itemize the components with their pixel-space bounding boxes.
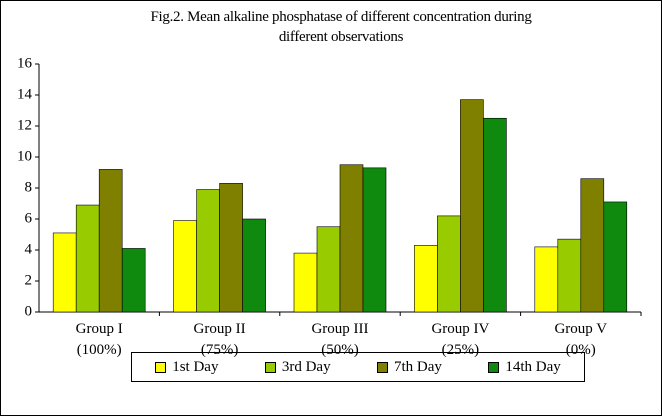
bar <box>52 232 77 313</box>
bar <box>362 167 387 313</box>
bar <box>483 117 507 313</box>
legend-swatch <box>264 361 276 373</box>
y-tick-label: 6 <box>25 210 33 226</box>
y-tick-label: 0 <box>25 303 33 319</box>
bar <box>534 246 559 313</box>
y-tick-label: 2 <box>25 272 33 288</box>
bar <box>121 248 146 313</box>
x-tick-label: Group IV (25%) <box>431 321 490 358</box>
legend: 1st Day 3rd Day 7th Day 14th Day <box>131 352 585 382</box>
y-tick-label: 8 <box>25 179 33 195</box>
bar <box>293 252 318 313</box>
bar <box>580 178 605 313</box>
bar <box>98 169 123 313</box>
chart-title: Fig.2. Mean alkaline phosphatase of diff… <box>150 9 532 45</box>
legend-label: 7th Day <box>394 358 442 375</box>
legend-label: 3rd Day <box>281 358 331 375</box>
y-tick-label: 4 <box>25 241 33 257</box>
bar <box>173 220 197 313</box>
bar <box>75 204 100 313</box>
y-tick-label: 10 <box>17 148 32 164</box>
bar <box>603 201 628 313</box>
y-tick-label: 14 <box>17 86 33 102</box>
bar <box>196 189 220 313</box>
y-tick-label: 16 <box>17 55 33 71</box>
bar <box>316 226 341 313</box>
legend-item: 1st Day <box>155 359 218 376</box>
x-tick-label: Group III (50%) <box>311 321 369 358</box>
legend-swatch <box>488 361 500 373</box>
bar <box>339 164 364 313</box>
legend-label: 14th Day <box>505 358 561 375</box>
legend-label: 1st Day <box>172 358 219 375</box>
bar <box>414 245 438 313</box>
x-tick-label: Group I (100%) <box>75 321 123 358</box>
legend-swatch <box>155 361 167 373</box>
bar <box>437 215 461 313</box>
legend-item: 7th Day <box>377 359 442 376</box>
bar <box>557 238 582 313</box>
y-tick-label: 12 <box>17 117 32 133</box>
x-tick-label: Group II (75%) <box>193 321 246 358</box>
legend-item: 14th Day <box>488 358 561 376</box>
bar <box>219 183 243 313</box>
bar <box>242 218 266 313</box>
legend-swatch <box>377 361 389 373</box>
x-tick-label: Group V (0%) <box>554 321 608 358</box>
legend-item: 3rd Day <box>264 358 331 376</box>
bar <box>460 99 484 313</box>
